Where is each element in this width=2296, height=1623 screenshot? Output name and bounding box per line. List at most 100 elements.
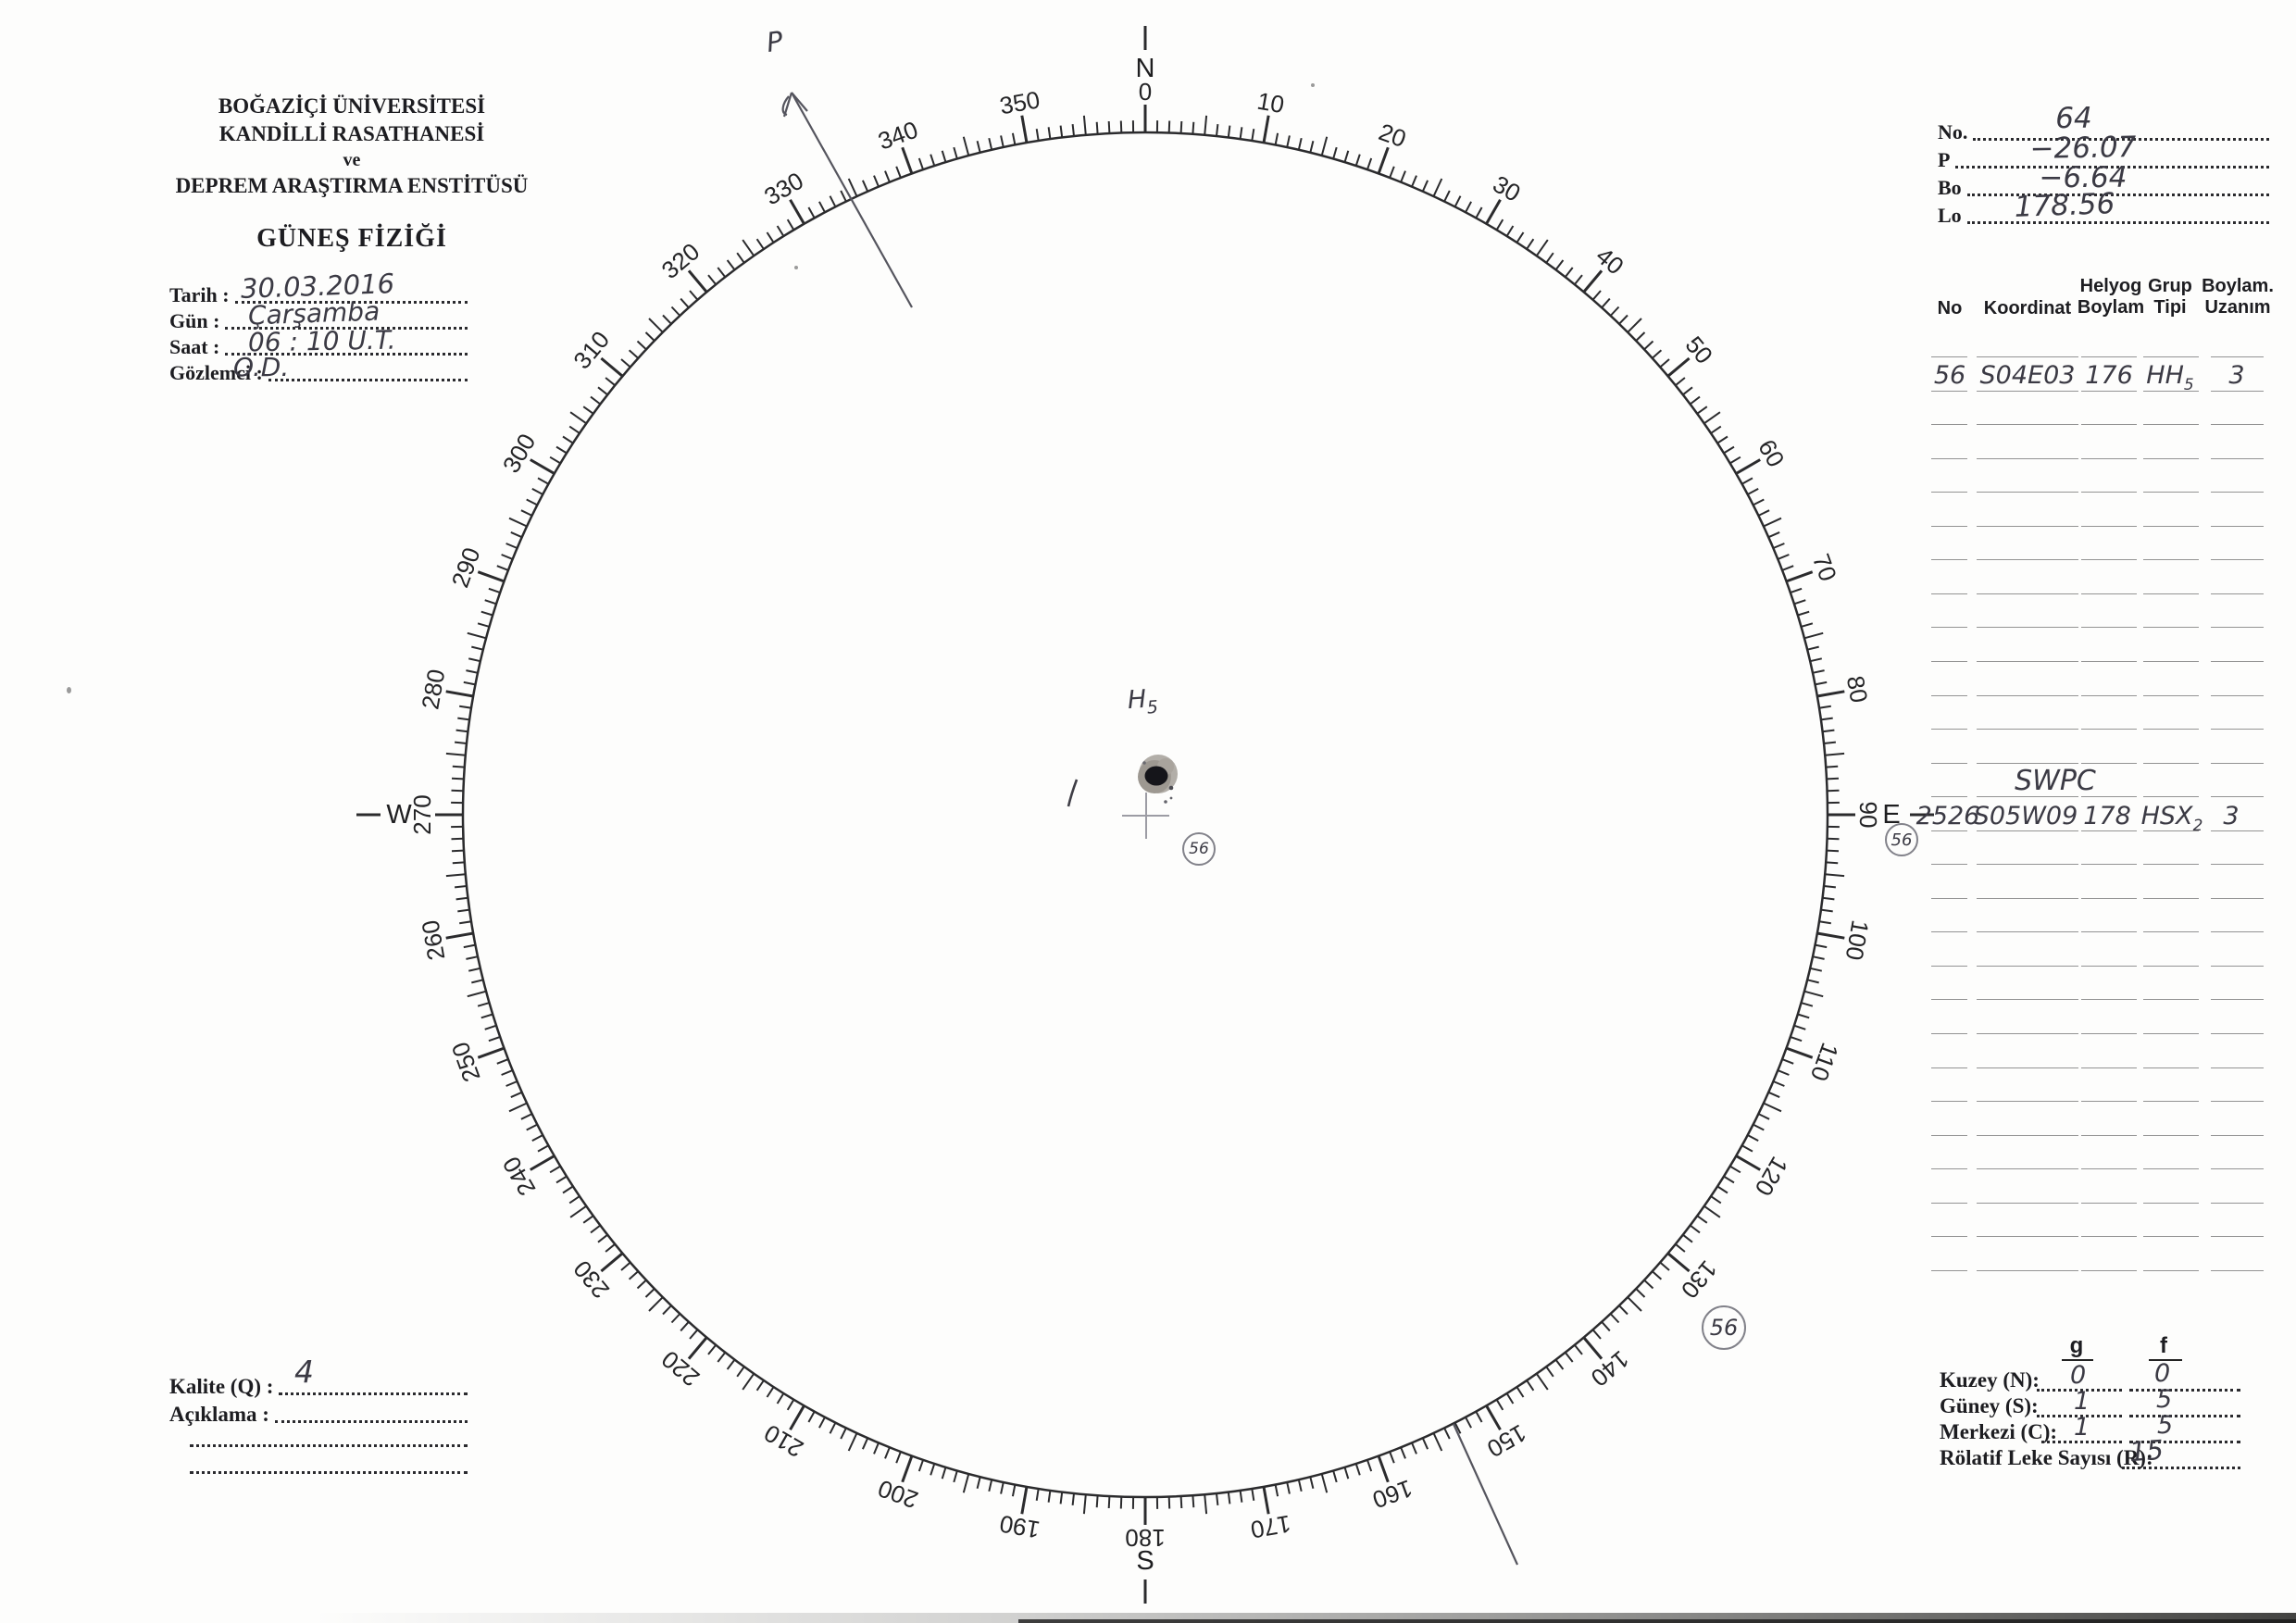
table-row-line <box>1977 864 2078 866</box>
table-row-line <box>1931 1134 1967 1136</box>
tick-mark <box>1767 1091 1780 1099</box>
tick-mark <box>1262 1486 1270 1515</box>
tick-mark <box>807 206 816 218</box>
counts-center-g: 1 <box>2074 1413 2090 1442</box>
tick-mark <box>1274 132 1279 145</box>
table-row-line <box>2081 1134 2137 1136</box>
tick-mark <box>1609 306 1620 317</box>
degree-label: 250 <box>446 1039 486 1086</box>
tick-mark <box>1192 121 1195 134</box>
table-row-line <box>1977 1033 2078 1034</box>
tick-mark <box>1320 136 1329 156</box>
tick-mark <box>1574 1344 1583 1355</box>
tick-mark <box>884 1446 891 1459</box>
tick-mark <box>466 955 479 960</box>
degree-label: 120 <box>1750 1152 1794 1201</box>
tick-mark <box>1793 599 1806 606</box>
tick-mark <box>530 1155 555 1171</box>
table-row-line <box>1931 1236 1967 1238</box>
table-row-line <box>2143 492 2199 493</box>
tick-mark <box>1047 127 1052 140</box>
tick-mark <box>526 498 538 506</box>
table-row-line <box>2211 762 2264 764</box>
degree-label: 110 <box>1805 1039 1844 1084</box>
table-row-line <box>2143 457 2199 459</box>
table-row-line <box>1931 1067 1967 1068</box>
tick-mark <box>1666 356 1691 378</box>
tick-mark <box>531 488 543 495</box>
tick-mark <box>1411 175 1417 187</box>
table-row-line <box>2211 525 2264 527</box>
table-row-line <box>2143 593 2199 594</box>
table-row-line <box>1977 1168 2078 1170</box>
tick-mark <box>1047 1490 1052 1503</box>
tick-mark <box>1822 729 1835 733</box>
tick-mark <box>1806 979 1819 984</box>
table-row-line <box>1931 627 1967 629</box>
tick-mark <box>555 1175 568 1184</box>
tick-mark <box>1635 1288 1646 1298</box>
tick-mark <box>840 190 847 203</box>
table-row-line <box>2081 694 2137 696</box>
tick-mark <box>766 1386 775 1398</box>
table-row-line <box>1931 559 1967 561</box>
quality-label: Kalite (Q) : <box>169 1375 274 1398</box>
degree-label: 160 <box>1369 1474 1416 1514</box>
row2-boylam-uzanim: 3 <box>2223 802 2240 830</box>
table-row-line <box>1977 1067 2078 1068</box>
tick-mark <box>620 1261 631 1271</box>
tick-mark <box>662 314 672 325</box>
tick-mark <box>1747 1134 1759 1142</box>
tick-mark <box>451 849 465 853</box>
tick-mark <box>847 178 858 197</box>
quality-block: Kalite (Q) : Açıklama : <box>169 1371 468 1427</box>
dotted-line <box>1966 194 2269 196</box>
counts-col-f: f <box>2160 1333 2167 1358</box>
degree-label: 220 <box>656 1345 705 1392</box>
tick-mark <box>1790 587 1803 594</box>
speck <box>794 266 798 269</box>
tick-mark <box>1820 717 1833 721</box>
degree-label: 0 <box>1139 78 1152 106</box>
tick-mark <box>1343 1467 1350 1479</box>
tick-mark <box>620 358 631 368</box>
tick-mark <box>1485 1405 1502 1430</box>
tick-mark <box>930 1463 936 1476</box>
tick-mark <box>1815 680 1828 686</box>
table-row-line <box>1931 390 1967 392</box>
tick-mark <box>807 1411 816 1423</box>
tick-mark <box>1475 206 1483 218</box>
counts-center-label: Merkezi (C): <box>1940 1420 2058 1443</box>
tick-mark <box>988 1479 993 1492</box>
row1-no: 56 <box>1933 361 1966 390</box>
tick-mark <box>976 141 981 154</box>
tick-mark <box>477 622 490 628</box>
tick-mark <box>1535 1373 1549 1391</box>
tick-mark <box>562 1185 574 1194</box>
table-row-line <box>2081 593 2137 594</box>
tick-mark <box>941 150 947 163</box>
tick-mark <box>1582 1336 1603 1360</box>
tick-mark <box>670 1313 681 1324</box>
tick-mark <box>1495 1399 1504 1411</box>
table-row-line <box>2143 762 2199 764</box>
tick-mark <box>1192 1495 1195 1508</box>
tick-mark <box>520 509 533 517</box>
table-row-line <box>2081 897 2137 899</box>
tick-mark <box>468 657 481 663</box>
ephemeris-no-value: 64 <box>2055 102 2092 135</box>
tick-mark <box>1421 180 1429 193</box>
tick-mark <box>873 1442 880 1454</box>
tick-mark <box>1777 554 1790 560</box>
tick-mark <box>445 752 466 756</box>
tick-mark <box>488 587 501 594</box>
tick-mark <box>459 920 472 925</box>
degree-label: 270 <box>408 794 436 834</box>
tick-mark <box>1826 861 1839 865</box>
table-row-line <box>2211 424 2264 426</box>
table-row-line <box>2081 762 2137 764</box>
table-row-line <box>1931 1168 1967 1170</box>
table-row-line <box>2211 593 2264 594</box>
table-row-line <box>2143 1134 2199 1136</box>
table-row-line <box>1977 931 2078 933</box>
